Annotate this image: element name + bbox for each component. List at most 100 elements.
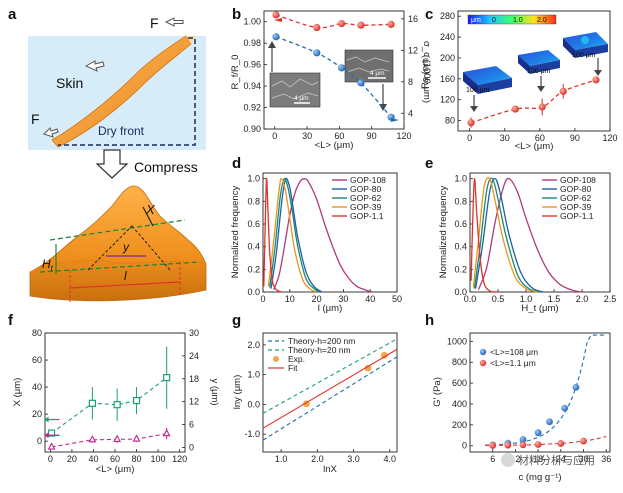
h-xtick-label-5: 36 xyxy=(601,454,611,464)
afm-scalebar-2: 100 μm xyxy=(527,68,551,75)
h-legend-label-0: <L>=108 μm xyxy=(490,347,538,357)
g-line-3 xyxy=(262,348,398,429)
skin-pointer-arrow-icon xyxy=(84,60,105,72)
g-legend-label-0: Theory-h=200 nm xyxy=(288,336,355,346)
b-series-0-point-4 xyxy=(387,20,395,28)
h-series-1-point-2 xyxy=(519,441,527,449)
f-series-1-point-2 xyxy=(113,434,122,442)
e-ytick-label-1: 0.2 xyxy=(454,264,467,274)
b-right-ytick-label-2: 12 xyxy=(408,45,418,55)
f-right-ytick-label-5: 30 xyxy=(189,328,199,338)
afm-inset-2: 100 μm xyxy=(518,50,560,75)
h-ytick-label-0: 0 xyxy=(462,441,467,451)
h-series-1-point-4 xyxy=(557,440,565,447)
afm-scalebar-1: 100 μm xyxy=(466,87,490,94)
c-ytick-label-0: 80 xyxy=(445,116,455,126)
panel-b-sem-inset-right: 4 μm xyxy=(344,49,394,83)
skin-label: Skin xyxy=(56,75,83,91)
f-ytick-label-1: 20 xyxy=(32,409,42,419)
g-legend-label-2: Exp. xyxy=(288,354,305,364)
panel-h: h G′ (Pa) c (mg g⁻¹) 6 12 18 24 30 36 0 200 400 6… xyxy=(425,312,611,483)
f-right-ytick-label-4: 24 xyxy=(189,351,199,361)
g-ytick-label-0: -1.0 xyxy=(244,429,260,439)
c-ytick-label-5: 280 xyxy=(440,11,455,21)
panel-d: d Normalized frequency l (μm) 0 10 20 30 40 5… xyxy=(230,155,402,314)
b-series-0-point-3 xyxy=(357,21,365,29)
h-series-0-point-4 xyxy=(546,418,553,426)
b-series-1-point-3 xyxy=(357,79,365,87)
guide-line-lower xyxy=(39,261,201,273)
b-blue-axis-arrow-icon xyxy=(391,118,399,122)
panel-b-frame xyxy=(263,10,405,130)
g-exp-point-2 xyxy=(380,351,388,359)
colorbar-tick-0: 0 xyxy=(492,17,496,24)
b-xtick-label-0: 0 xyxy=(272,131,277,141)
d-ytick-label-3: 0.6 xyxy=(247,219,260,229)
g-xtick-label-0: 1.0 xyxy=(275,454,288,464)
f-ytick-label-3: 60 xyxy=(32,355,42,365)
panel-f: f X (μm) y (μm) <L> (μm) 0 20 40 60 80 100 120… xyxy=(8,312,220,475)
h-xtick-label-3: 24 xyxy=(556,454,566,464)
g-legend-label-3: Fit xyxy=(288,363,298,373)
e-legend-label-0: GOP-108 xyxy=(560,175,596,185)
h-dimension-label: Ht xyxy=(42,257,54,273)
f-xtick-label-5: 100 xyxy=(151,454,166,464)
b-series-1-point-1 xyxy=(313,49,321,57)
e-legend-label-3: GOP-39 xyxy=(560,202,591,212)
panel-h-y-axis-title: G′ (Pa) xyxy=(432,377,443,407)
f-right-ytick-label-3: 18 xyxy=(189,374,199,384)
f-ytick-label-0: 0 xyxy=(37,436,42,446)
panel-d-x-axis-title: l (μm) xyxy=(318,303,342,314)
d-legend-label-1: GOP-80 xyxy=(350,184,381,194)
g-line-0 xyxy=(262,356,398,441)
g-legend-swatch-2 xyxy=(273,356,279,362)
b-ytick-label-3: 0.94 xyxy=(243,81,261,91)
c-xtick-label-2: 60 xyxy=(535,133,545,143)
d-curve-2 xyxy=(269,178,320,293)
e-legend-label-2: GOP-62 xyxy=(560,193,591,203)
panel-h-frame xyxy=(469,332,611,453)
panel-c: c μm 0 1.0 2.0 100 μm 100 μm 100 μm xyxy=(420,6,618,152)
b-ytick-label-5: 0.90 xyxy=(243,124,261,134)
g-exp-point-1 xyxy=(364,364,372,372)
h-legend-label-1: <L>=1.1 μm xyxy=(490,358,536,368)
d-curve-0 xyxy=(273,177,374,293)
panel-label-g: g xyxy=(232,312,241,329)
f-series-0-dashed-line xyxy=(51,377,168,434)
slope-line-left xyxy=(87,225,133,271)
d-ytick-label-4: 0.8 xyxy=(247,196,260,206)
b-series-0-point-2 xyxy=(337,19,346,28)
force-label-left: F xyxy=(31,111,40,127)
afm-arrowhead-1-icon xyxy=(470,106,478,112)
d-curve-3 xyxy=(267,177,317,293)
panel-g: g lny (μm) lnX 1.0 2.0 3.0 4.0 -1.0 0.0 1.0 2.0… xyxy=(232,312,398,475)
h-ytick-label-4: 800 xyxy=(452,357,467,367)
panel-label-d: d xyxy=(232,155,241,172)
panel-a-schematic: a F F Skin Dry front Compress X y Ht l xyxy=(8,6,207,302)
h-fit-line-1 xyxy=(485,435,607,447)
d-legend-label-3: GOP-39 xyxy=(350,202,381,212)
compress-arrow-icon xyxy=(95,149,129,179)
c-point-4 xyxy=(592,76,600,84)
panel-c-x-axis-title: <L> (μm) xyxy=(515,141,554,152)
c-xtick-label-4: 120 xyxy=(602,133,617,143)
panel-f-left-axis-title: X (μm) xyxy=(12,378,23,407)
h-series-0-point-6 xyxy=(572,383,580,391)
f-xtick-label-0: 0 xyxy=(48,454,53,464)
d-xtick-label-1: 10 xyxy=(285,294,295,304)
g-xtick-label-1: 2.0 xyxy=(311,454,324,464)
e-ytick-label-0: 0.0 xyxy=(454,287,467,297)
f-series-0-point-1 xyxy=(88,399,96,407)
inset-scalebar-left: 4 μm xyxy=(294,95,309,102)
panel-g-frame xyxy=(262,332,398,453)
f-right-ytick-label-0: 0 xyxy=(189,442,194,452)
afm-scalebar-3: 100 μm xyxy=(572,52,596,59)
c-point-3 xyxy=(559,87,567,95)
c-xtick-label-0: 0 xyxy=(467,133,472,143)
panel-label-a: a xyxy=(8,6,17,23)
f-series-1-point-1 xyxy=(88,435,97,443)
panel-g-y-axis-title: lny (μm) xyxy=(232,375,243,410)
inset-left-arrowhead-icon xyxy=(268,41,276,48)
panel-f-right-axis-title: y (μm) xyxy=(209,378,220,405)
